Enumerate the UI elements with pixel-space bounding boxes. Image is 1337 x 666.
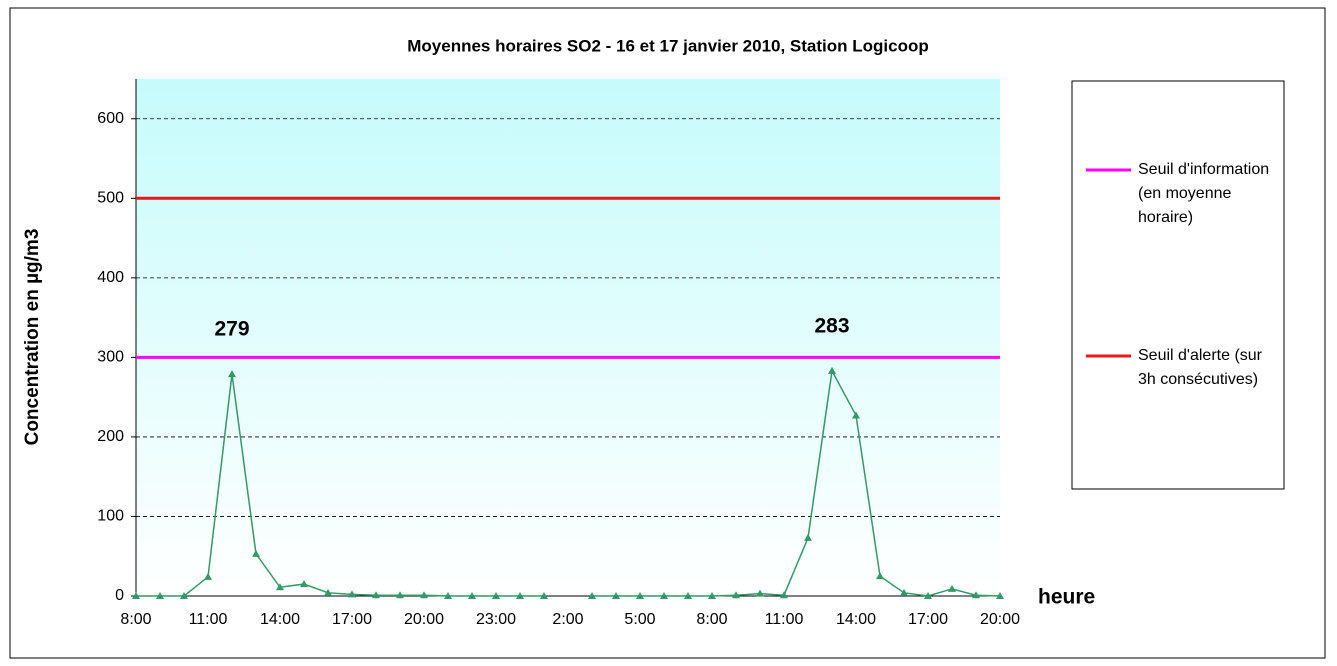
x-tick-label: 23:00 [476,611,516,628]
y-tick-label: 100 [97,508,124,525]
plot-area [136,79,1000,596]
y-tick-label: 400 [97,269,124,286]
data-point [132,592,140,599]
x-tick-label: 20:00 [980,611,1020,628]
x-tick-label: 20:00 [404,611,444,628]
x-tick-label: 14:00 [836,611,876,628]
x-tick-label: 11:00 [189,611,228,628]
data-point [420,591,428,599]
y-tick-label: 500 [97,190,124,207]
data-point [180,592,188,599]
data-point [444,592,452,599]
data-point [612,592,620,599]
x-tick-label: 8:00 [696,611,727,628]
data-point [828,366,836,374]
data-point [804,533,812,541]
data-point [756,589,764,597]
x-tick-label: 14:00 [260,611,300,628]
data-point [588,592,596,599]
data-point [468,592,476,599]
data-point [948,584,956,592]
y-tick-label: 200 [97,428,124,445]
data-point [516,592,524,599]
x-axis-label: heure [1038,586,1095,609]
data-label: 283 [814,314,849,337]
data-point [492,592,500,599]
data-point [300,580,308,588]
data-point [876,572,884,580]
x-tick-label: 2:00 [552,611,583,628]
data-point [324,588,332,596]
y-tick-label: 300 [97,349,124,366]
data-point [540,592,548,599]
data-point [900,588,908,596]
data-point [996,592,1004,599]
data-point [924,592,932,599]
data-line [592,368,1001,597]
legend-label: Seuil d'information (en moyenne horaire) [1138,161,1270,226]
data-point [396,591,404,599]
data-point [780,591,788,599]
y-tick-label: 600 [97,110,124,127]
data-point [732,591,740,599]
data-line [136,373,544,597]
data-point [852,411,860,419]
data-point [372,591,380,599]
x-tick-label: 5:00 [624,611,655,628]
data-point [228,370,236,378]
x-tick-label: 11:00 [765,611,804,628]
data-point [156,592,164,599]
data-point [252,549,260,557]
x-tick-label: 17:00 [908,611,948,628]
legend-label: Seuil d'alerte (sur 3h consécutives) [1138,347,1262,388]
data-label: 279 [214,318,249,341]
data-point [708,592,716,599]
legend-box [1071,80,1285,490]
x-tick-label: 17:00 [332,611,372,628]
data-point [204,572,212,580]
data-point [348,590,356,598]
data-point [660,592,668,599]
data-point [684,592,692,599]
y-axis-label: Concentration en µg/m3 [22,229,43,446]
data-point [972,591,980,599]
data-point [636,592,644,599]
y-tick-label: 0 [115,587,124,604]
chart-title: Moyennes horaires SO2 - 16 et 17 janvier… [407,36,929,55]
data-point [276,583,284,591]
x-tick-label: 8:00 [120,611,151,628]
